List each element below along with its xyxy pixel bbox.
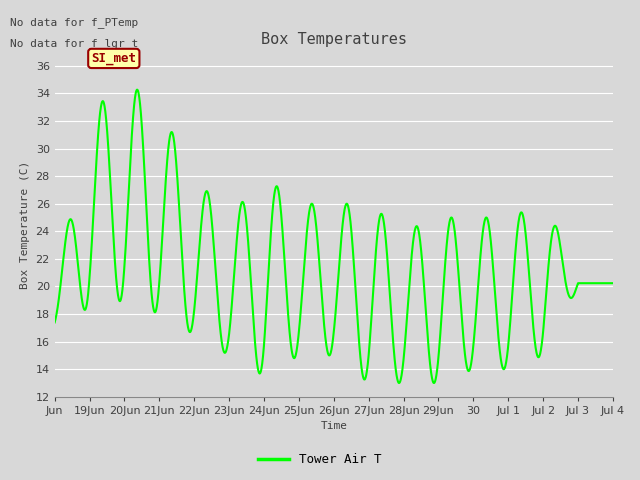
- Text: SI_met: SI_met: [92, 52, 136, 65]
- Y-axis label: Box Temperature (C): Box Temperature (C): [20, 160, 30, 288]
- Text: No data for f_PTemp: No data for f_PTemp: [10, 17, 138, 28]
- Legend: Tower Air T: Tower Air T: [253, 448, 387, 471]
- Text: No data for f_lgr_t: No data for f_lgr_t: [10, 38, 138, 49]
- Title: Box Temperatures: Box Temperatures: [261, 32, 407, 47]
- X-axis label: Time: Time: [320, 421, 348, 432]
